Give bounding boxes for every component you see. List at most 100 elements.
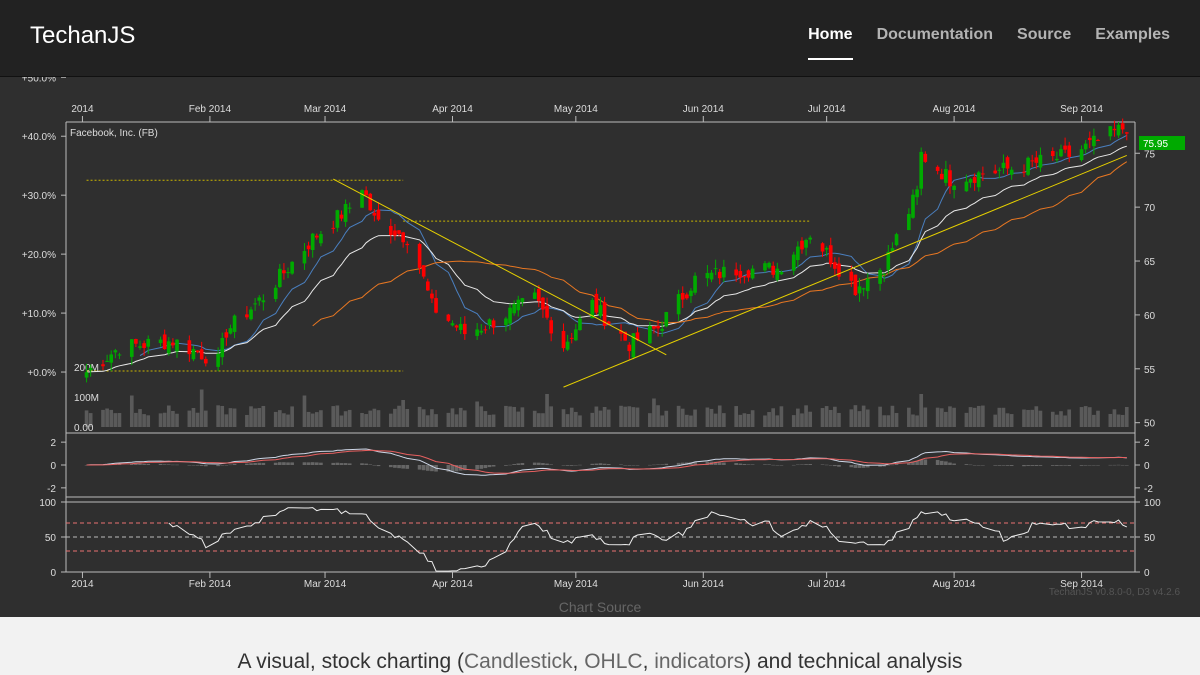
candle-body <box>175 339 179 352</box>
macd-histogram-bar <box>602 463 607 465</box>
version-text: TechanJS v0.8.0-0, D3 v4.2.6 <box>1048 587 1180 598</box>
volume-bar <box>775 415 780 427</box>
volume-bar <box>619 405 623 427</box>
volume-bar <box>286 414 290 427</box>
nav-home[interactable]: Home <box>808 26 854 60</box>
macd-histogram-bar <box>475 465 479 470</box>
candle-body <box>232 315 237 332</box>
candle-body <box>483 329 488 331</box>
macd-histogram-bar <box>993 465 998 466</box>
top-x-tick-label: Jun 2014 <box>683 104 725 115</box>
volume-bar <box>203 410 208 427</box>
macd-histogram-bar <box>339 463 344 465</box>
macd-histogram-bar <box>1067 465 1072 466</box>
volume-bar <box>138 409 142 427</box>
candle-body <box>948 170 952 187</box>
candle-body <box>804 239 808 248</box>
candle-body <box>129 339 134 357</box>
macd-histogram-bar <box>968 464 973 466</box>
volume-bar <box>861 405 866 427</box>
volume-bar <box>462 410 467 427</box>
volume-bar <box>224 414 229 427</box>
chart-source-link[interactable]: Chart Source <box>558 599 642 615</box>
indicators-link[interactable]: indicators <box>654 650 745 673</box>
macd-histogram-bar <box>203 465 208 467</box>
candle-body <box>343 203 348 222</box>
candle-body <box>520 298 525 303</box>
volume-bar <box>537 413 541 427</box>
macd-histogram-bar <box>142 463 146 465</box>
bottom-x-tick-label: 2014 <box>71 579 94 590</box>
nav-source[interactable]: Source <box>1017 26 1072 43</box>
candle-body <box>569 337 574 339</box>
candle-body <box>750 268 755 279</box>
candle-body <box>578 318 582 331</box>
macd-histogram-bar <box>574 465 578 466</box>
macd-histogram-bar <box>249 463 253 465</box>
stock-chart[interactable]: 2014 2014 Feb 2014 Feb 2014 Mar 2014 Mar 2014… <box>0 73 1200 617</box>
macd-histogram-bar <box>405 465 410 469</box>
macd-histogram-bar <box>952 463 956 465</box>
macd-histogram-bar <box>425 465 430 471</box>
supstance-lines <box>86 179 811 372</box>
volume-bar <box>512 406 516 427</box>
macd-histogram-bar <box>516 463 521 465</box>
sma-10-line <box>139 134 1128 357</box>
candle-body <box>1059 149 1063 157</box>
candle-body <box>549 320 553 334</box>
volume-bar <box>1050 411 1055 427</box>
macd-histogram-bar <box>245 463 249 465</box>
candle-body <box>627 344 632 352</box>
volume-bar <box>134 412 138 427</box>
macd-histogram-bar <box>273 462 278 465</box>
candle-body <box>462 323 467 335</box>
volume-bar <box>1083 406 1088 427</box>
candle-body <box>833 262 837 269</box>
candle-body <box>964 181 969 192</box>
volume-bars <box>84 389 1129 427</box>
nav-examples[interactable]: Examples <box>1095 26 1170 43</box>
candle-body <box>590 300 595 319</box>
volume-bar <box>750 410 755 427</box>
macd-histogram-bar <box>545 463 549 465</box>
macd-histogram-bar <box>948 462 952 465</box>
macd-histogram-bar <box>166 464 171 465</box>
macd-histogram-bar <box>512 464 516 465</box>
macd-histogram-bar <box>310 462 315 465</box>
macd-histogram-bar <box>1120 464 1125 466</box>
brand-logo[interactable]: TechanJS <box>30 22 136 49</box>
volume-bar <box>919 394 924 427</box>
macd-histogram-bar <box>676 462 681 465</box>
macd-histogram-bar <box>763 464 767 465</box>
chart-container[interactable]: 2014 2014 Feb 2014 Feb 2014 Mar 2014 Mar 2014… <box>0 73 1200 617</box>
volume-bar <box>393 408 397 427</box>
candle-body <box>997 169 1002 171</box>
candle-body <box>779 271 784 275</box>
nav-documentation[interactable]: Documentation <box>876 26 994 43</box>
ohlc-link[interactable]: OHLC <box>584 650 643 673</box>
candle-body <box>84 372 89 378</box>
volume-bar <box>680 408 685 427</box>
candle-body <box>1079 149 1084 161</box>
candlestick-link[interactable]: Candlestick <box>463 650 573 673</box>
volume-bar <box>857 411 862 427</box>
macd-histogram-bar <box>594 463 599 465</box>
macd-histogram-bar <box>549 464 553 465</box>
volume-bar <box>849 409 854 427</box>
macd-histogram-bar <box>861 465 866 468</box>
volume-bar <box>791 415 796 427</box>
volume-bar <box>627 406 632 427</box>
candle-body <box>820 243 825 252</box>
macd-histogram-bar <box>347 463 352 465</box>
candle-body <box>101 364 105 367</box>
macd-histogram-bar <box>886 465 891 466</box>
candle-body <box>434 298 438 313</box>
volume-bar <box>339 415 344 427</box>
volume-bar <box>865 409 870 427</box>
macd-histogram-bar <box>791 464 796 466</box>
volume-bar <box>804 405 808 427</box>
candle-body <box>388 226 393 235</box>
volume-bar <box>117 413 122 427</box>
macd-histogram-bar <box>421 465 426 471</box>
candle-body <box>249 309 253 320</box>
